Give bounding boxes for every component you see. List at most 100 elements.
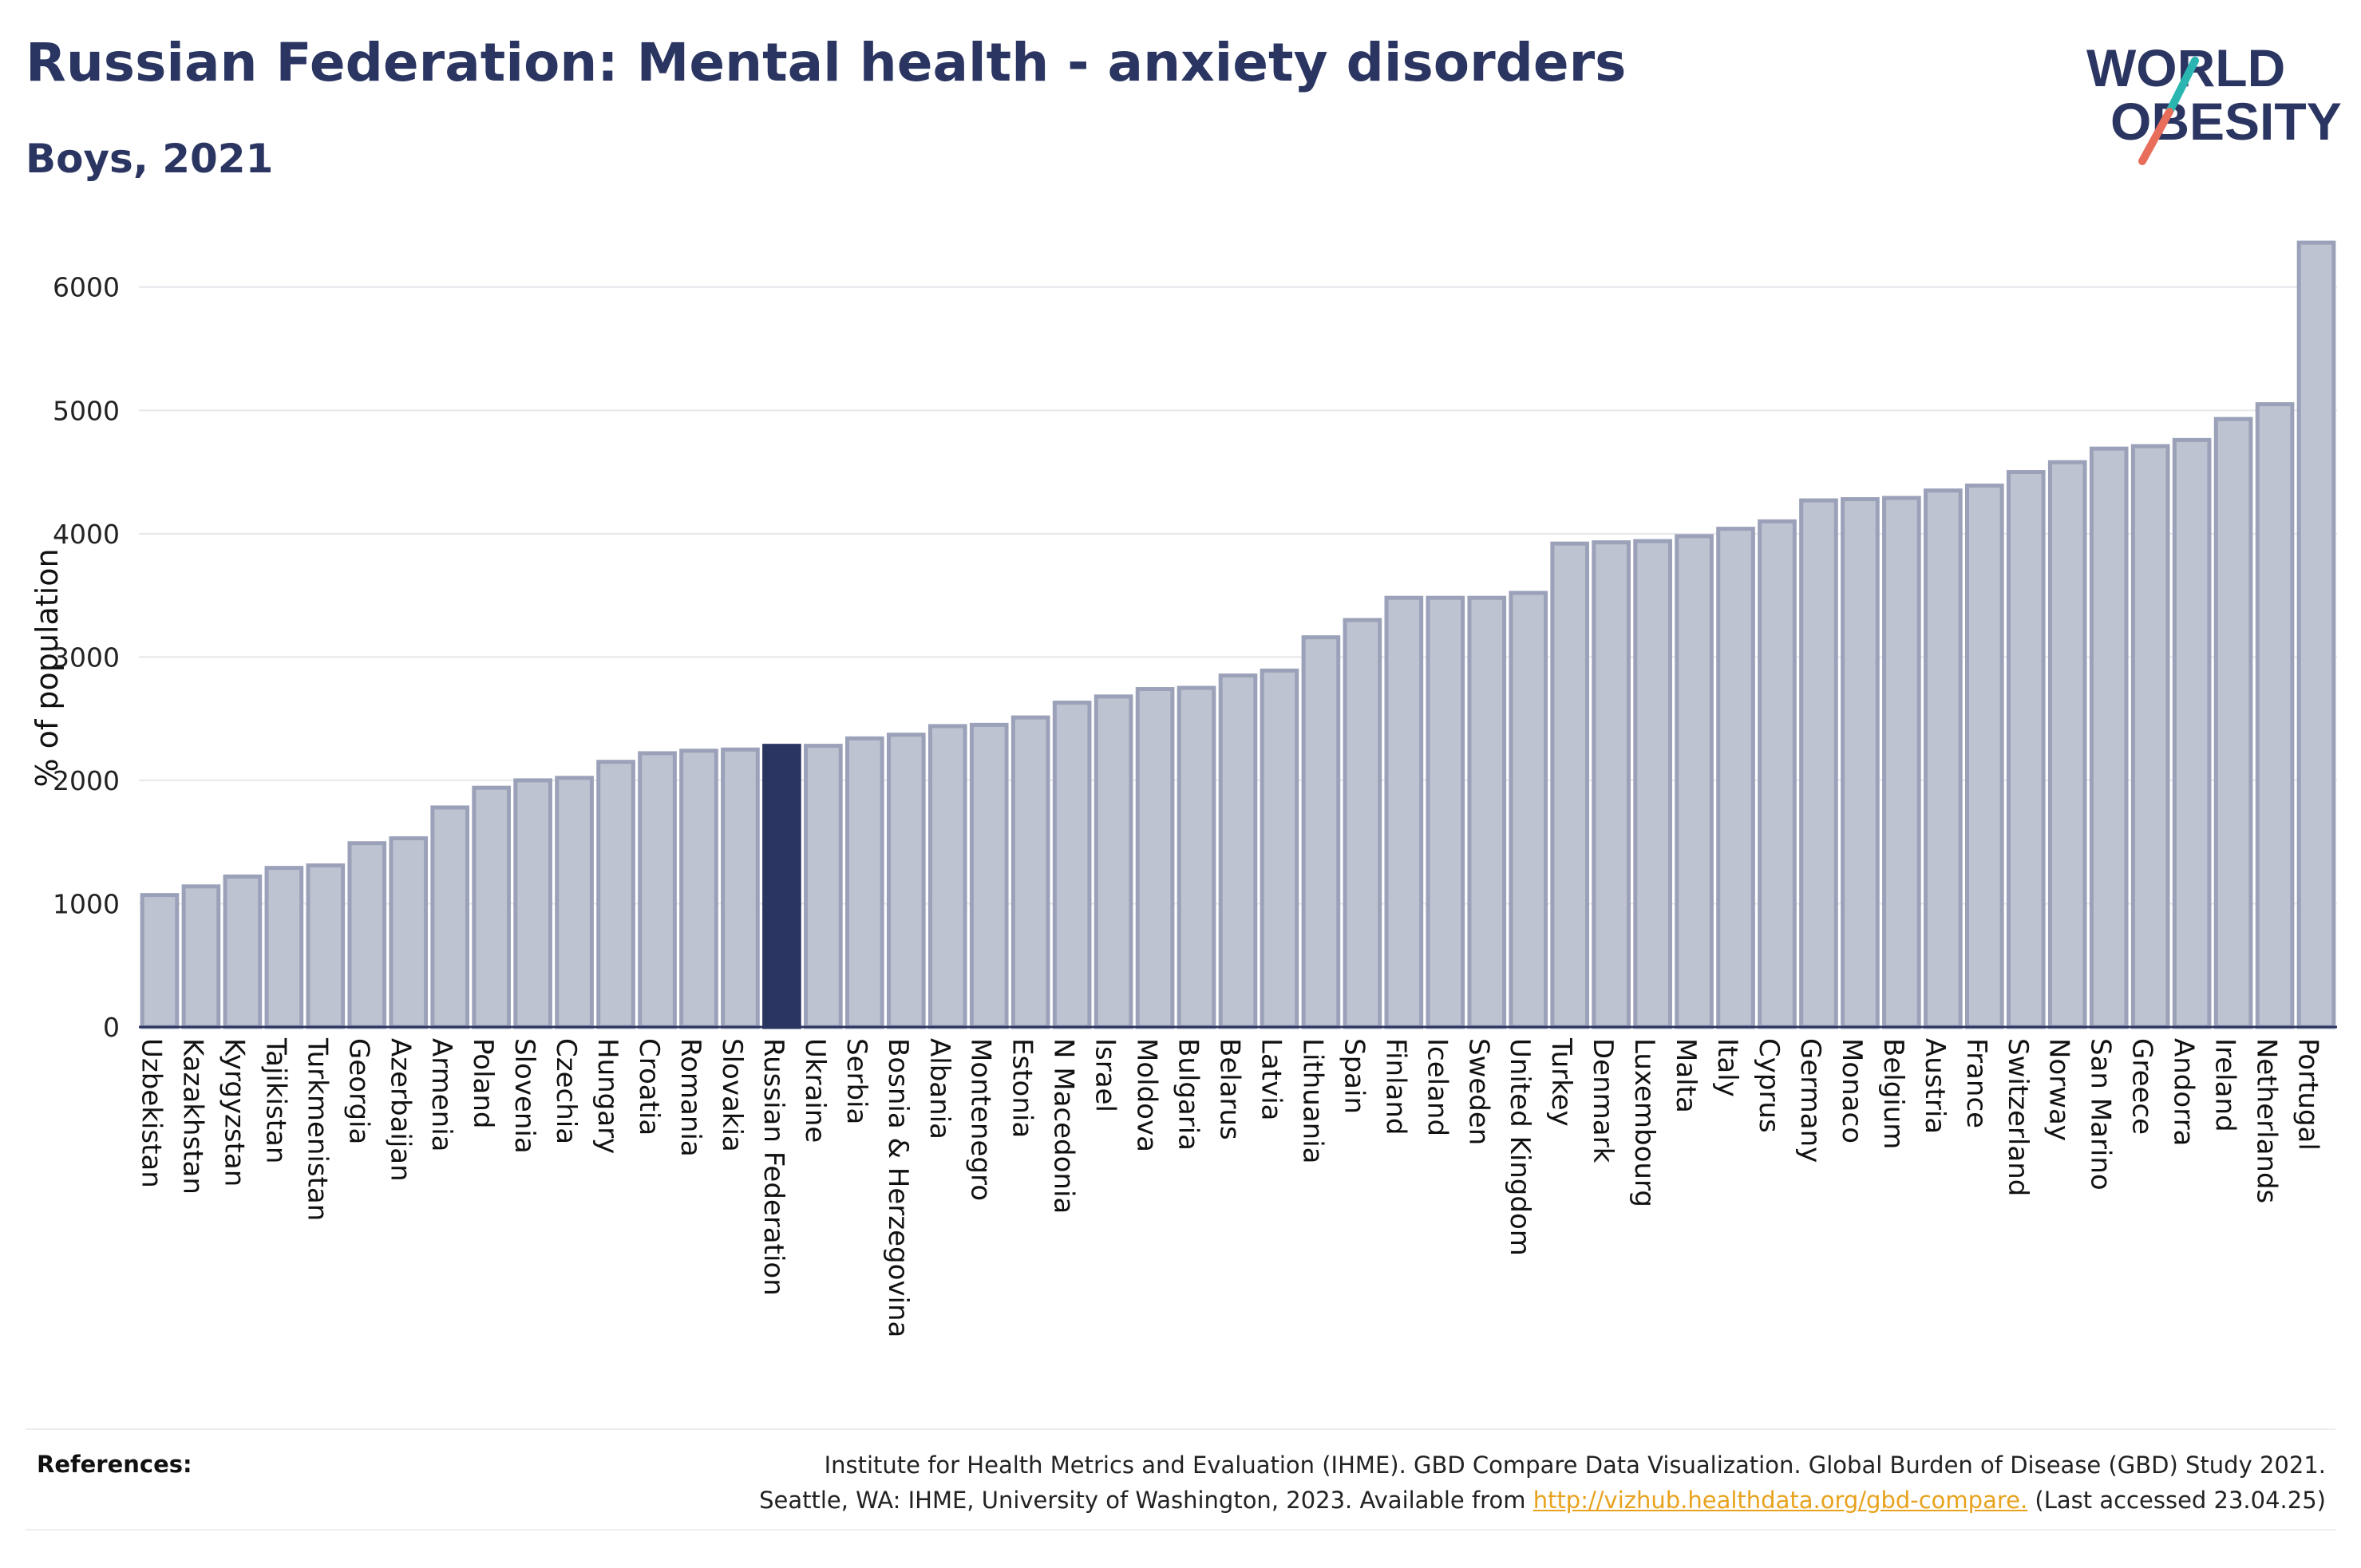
bar-monaco <box>1841 497 1880 1029</box>
x-tick-label: Portugal <box>2292 1038 2324 1151</box>
bar-russian-federation <box>762 744 801 1029</box>
bar-france <box>1964 484 2004 1029</box>
x-tick-label: Georgia <box>342 1038 374 1144</box>
x-tick-label: Albania <box>923 1038 955 1139</box>
x-tick-label: France <box>1960 1038 1992 1128</box>
x-tick-label: Azerbaijan <box>384 1038 416 1182</box>
bar-latvia <box>1260 668 1299 1029</box>
bar-kazakhstan <box>181 884 221 1029</box>
bar-finland <box>1384 595 1424 1029</box>
bar-tajikistan <box>264 866 304 1029</box>
x-tick-label: Poland <box>467 1038 499 1129</box>
bar-slovakia <box>721 747 760 1029</box>
x-tick-label: Austria <box>1919 1038 1951 1134</box>
bar-united-kingdom <box>1509 590 1548 1029</box>
chart-title: Russian Federation: Mental health - anxi… <box>26 32 1627 93</box>
bar-moldova <box>1135 687 1175 1029</box>
x-tick-label: Moldova <box>1131 1038 1163 1152</box>
bar-poland <box>472 785 512 1029</box>
references-panel: References: Institute for Health Metrics… <box>26 1428 2335 1530</box>
bar-azerbaijan <box>389 836 429 1029</box>
reference-line-2: Seattle, WA: IHME, University of Washing… <box>759 1483 2326 1518</box>
y-axis-ticks: 0 1000 2000 3000 4000 5000 6000 <box>53 272 120 1043</box>
y-tick-label: 2000 <box>53 765 120 796</box>
x-tick-label: Switzerland <box>2002 1038 2034 1196</box>
x-tick-label: Germany <box>1794 1038 1826 1163</box>
bar-uzbekistan <box>140 893 180 1029</box>
bar-switzerland <box>2006 470 2046 1029</box>
bar-estonia <box>1010 715 1050 1029</box>
x-tick-label: Romania <box>674 1038 706 1157</box>
bar-israel <box>1093 694 1133 1029</box>
bar-belarus <box>1218 673 1258 1029</box>
reference-link[interactable]: http://vizhub.healthdata.org/gbd-compare… <box>1532 1487 2028 1514</box>
x-tick-label: Ireland <box>2209 1038 2241 1132</box>
x-tick-label: Tajikistan <box>259 1037 291 1163</box>
references-text: Institute for Health Metrics and Evaluat… <box>759 1448 2326 1518</box>
x-tick-label: Ukraine <box>799 1038 831 1143</box>
x-tick-label: Bulgaria <box>1173 1038 1204 1151</box>
x-tick-label: Iceland <box>1421 1038 1453 1136</box>
y-tick-label: 4000 <box>53 519 120 550</box>
reference-line-1: Institute for Health Metrics and Evaluat… <box>824 1451 2326 1479</box>
y-tick-label: 6000 <box>53 272 120 303</box>
chart-subtitle: Boys, 2021 <box>26 136 274 182</box>
y-tick-label: 1000 <box>53 888 120 919</box>
bar-sweden <box>1467 595 1507 1029</box>
bar-bulgaria <box>1177 685 1216 1029</box>
bar-chart: 0 1000 2000 3000 4000 5000 6000 Uzbekistan Kaza… <box>30 240 2337 1337</box>
bar-san-marino <box>2089 446 2129 1029</box>
logo-slash-top <box>2165 57 2199 116</box>
bar-slovenia <box>513 778 552 1029</box>
x-tick-label: Slovakia <box>716 1038 748 1152</box>
bar-germany <box>1799 498 1838 1029</box>
bar-georgia <box>347 841 387 1029</box>
x-tick-label: Estonia <box>1006 1038 1038 1138</box>
bar-turkey <box>1550 541 1590 1029</box>
bar-lithuania <box>1301 635 1341 1029</box>
bar-serbia <box>845 736 884 1029</box>
x-tick-label: Armenia <box>425 1038 457 1152</box>
x-tick-label: Serbia <box>840 1038 872 1124</box>
x-axis-labels: Uzbekistan Kazakhstan Kyrgyzstan Tajikistan… <box>135 1037 2323 1337</box>
x-tick-label: Sweden <box>1462 1038 1494 1145</box>
x-tick-label: N Macedonia <box>1048 1038 1080 1214</box>
bar-norway <box>2047 460 2087 1029</box>
x-tick-label: Croatia <box>633 1038 665 1136</box>
bars <box>140 240 2336 1029</box>
world-obesity-logo: WORLD OBESITY <box>2086 38 2342 165</box>
bar-ukraine <box>804 744 843 1029</box>
bar-romania <box>679 748 718 1029</box>
reference-line-2-start: Seattle, WA: IHME, University of Washing… <box>759 1487 1533 1514</box>
x-tick-label: Norway <box>2043 1038 2075 1141</box>
x-tick-label: Israel <box>1090 1038 1121 1112</box>
x-tick-label: Luxembourg <box>1628 1038 1660 1207</box>
bar-n-macedonia <box>1052 701 1092 1029</box>
bar-croatia <box>638 751 677 1029</box>
x-tick-label: Latvia <box>1255 1038 1287 1121</box>
x-tick-label: Turkey <box>1545 1037 1577 1127</box>
y-tick-label: 5000 <box>53 395 120 426</box>
bar-turkmenistan <box>306 863 346 1029</box>
bar-hungary <box>596 760 635 1029</box>
bar-czechia <box>555 776 594 1029</box>
bar-portugal <box>2296 240 2336 1029</box>
x-tick-label: Kazakhstan <box>176 1038 208 1195</box>
bar-malta <box>1675 534 1714 1029</box>
bar-andorra <box>2172 437 2212 1029</box>
bar-montenegro <box>969 722 1009 1029</box>
x-tick-label: Bosnia & Herzegovina <box>882 1038 914 1337</box>
bar-albania <box>927 724 967 1029</box>
x-tick-label: San Marino <box>2085 1038 2117 1191</box>
x-tick-label: Turkmenistan <box>301 1037 333 1221</box>
bar-ireland <box>2213 417 2253 1029</box>
x-tick-label: Greece <box>2126 1038 2158 1135</box>
bar-kyrgyzstan <box>223 874 263 1029</box>
x-tick-label: Andorra <box>2168 1038 2200 1146</box>
bar-spain <box>1343 618 1382 1029</box>
x-tick-label: Uzbekistan <box>135 1038 167 1188</box>
x-tick-label: United Kingdom <box>1504 1038 1536 1256</box>
x-tick-label: Denmark <box>1587 1038 1619 1163</box>
x-tick-label: Belgium <box>1877 1038 1909 1149</box>
bar-italy <box>1716 527 1755 1029</box>
